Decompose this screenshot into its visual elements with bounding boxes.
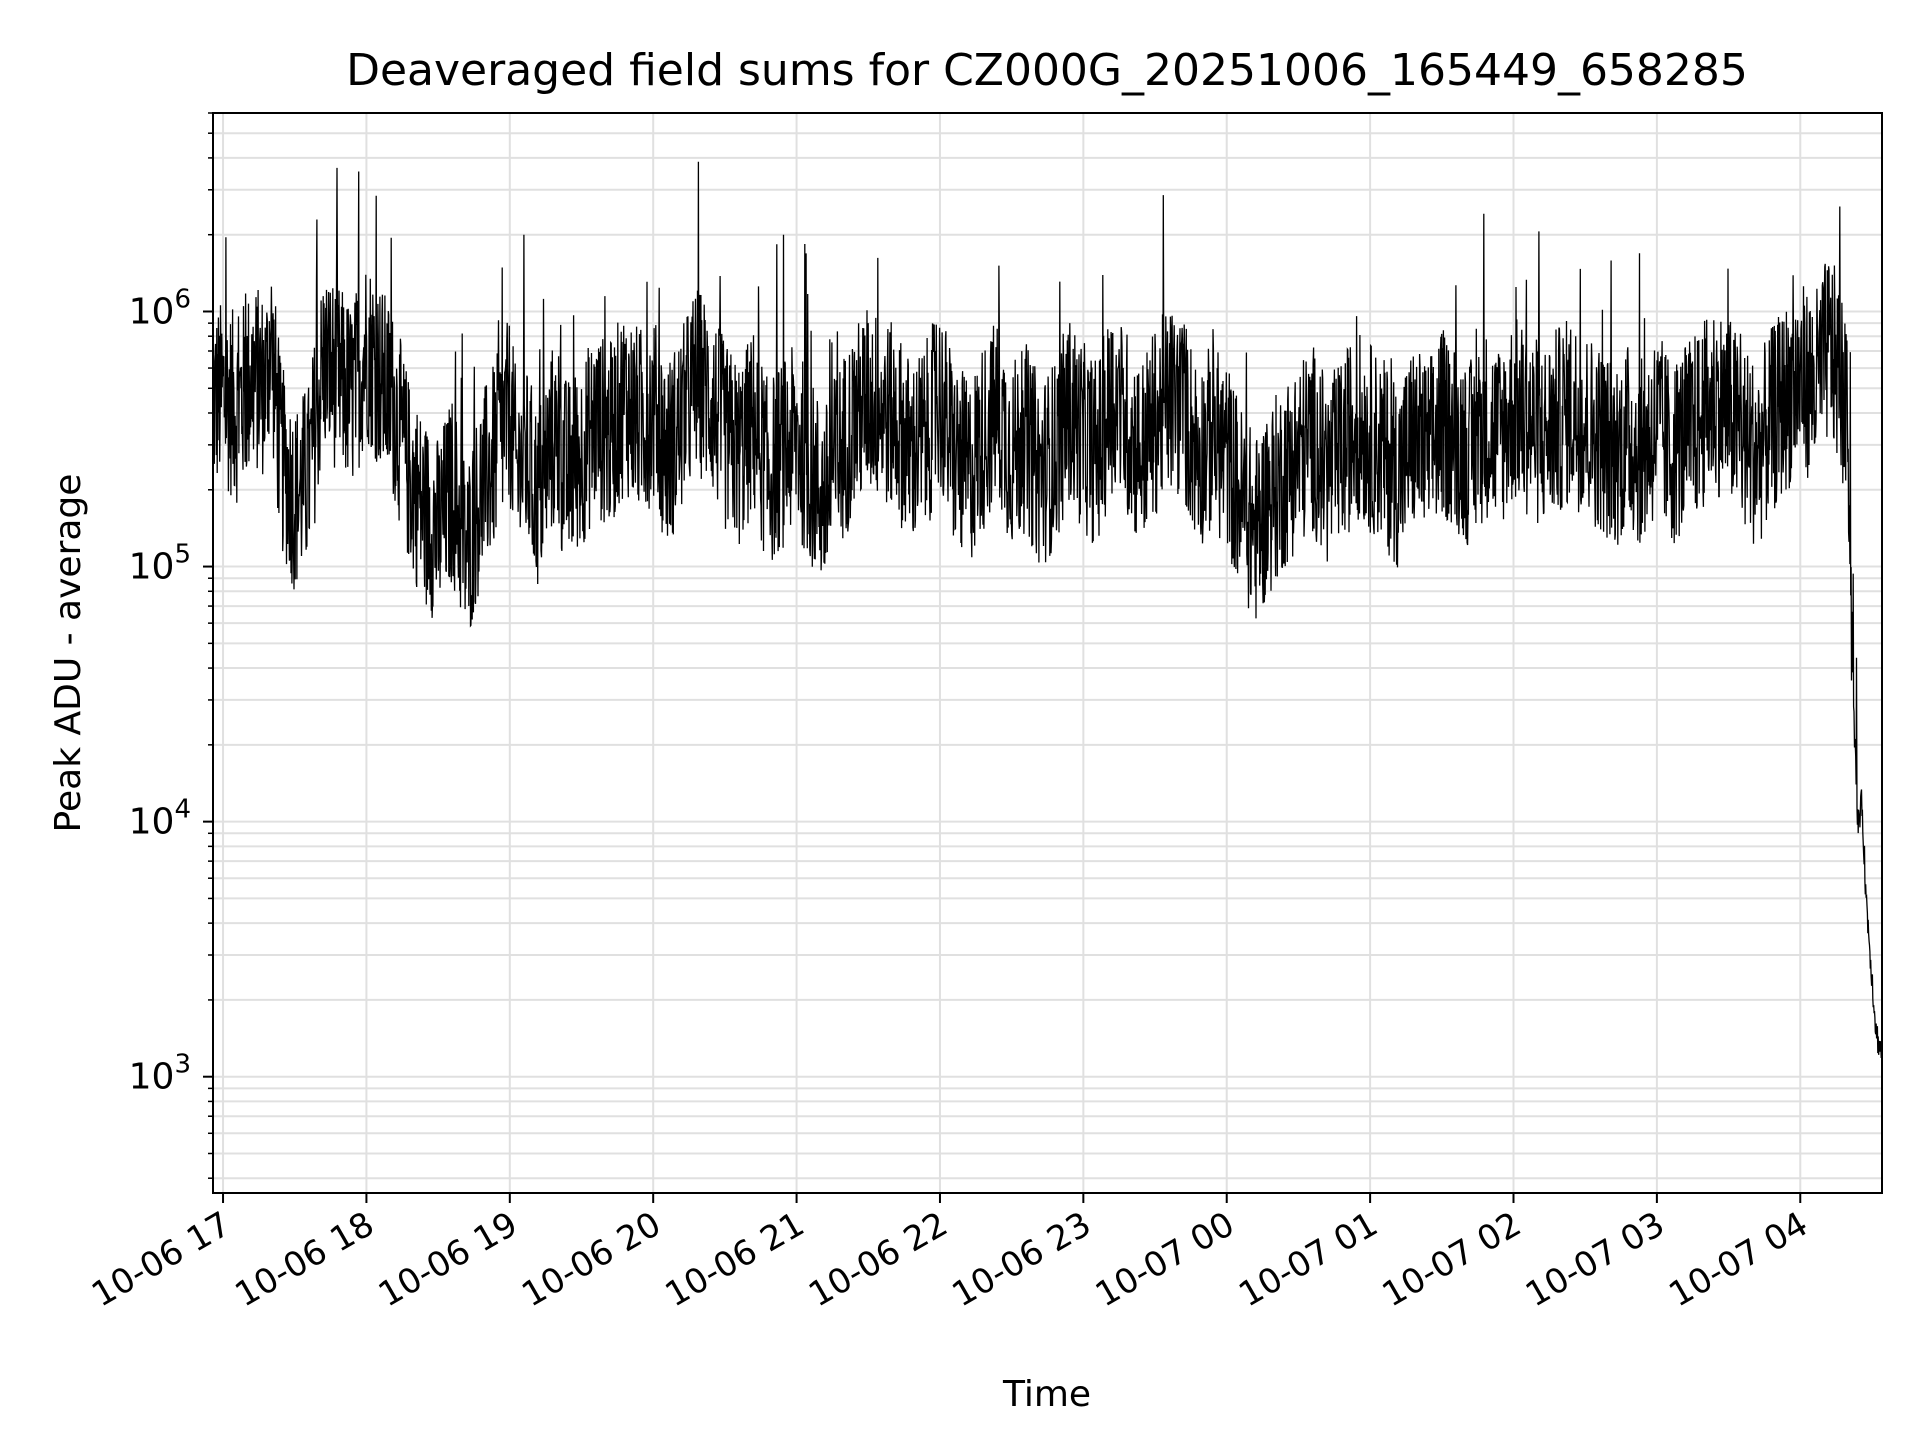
y-tick-label: 104 bbox=[129, 795, 191, 843]
chart-title: Deaveraged field sums for CZ000G_2025100… bbox=[346, 45, 1748, 96]
plot-area bbox=[213, 161, 1882, 1059]
plot-frame bbox=[212, 112, 1883, 1194]
y-tick-label: 103 bbox=[129, 1050, 191, 1098]
x-axis-label: Time bbox=[1002, 1374, 1091, 1415]
y-tick-label-exponent: 4 bbox=[174, 795, 191, 825]
y-tick-label: 105 bbox=[129, 540, 191, 588]
grid bbox=[213, 112, 1882, 1193]
y-tick-label-exponent: 3 bbox=[174, 1050, 191, 1080]
y-tick-label-base: 10 bbox=[129, 1057, 175, 1098]
y-tick-label-base: 10 bbox=[129, 291, 175, 332]
axis-ticks bbox=[203, 112, 1802, 1203]
y-tick-label: 106 bbox=[129, 284, 191, 332]
y-tick-label-exponent: 6 bbox=[174, 284, 191, 314]
series-line bbox=[213, 161, 1882, 1059]
y-tick-label-base: 10 bbox=[129, 547, 175, 588]
y-tick-label-exponent: 5 bbox=[174, 540, 191, 570]
y-tick-label-base: 10 bbox=[129, 802, 175, 843]
y-axis-label: Peak ADU - average bbox=[48, 474, 89, 833]
